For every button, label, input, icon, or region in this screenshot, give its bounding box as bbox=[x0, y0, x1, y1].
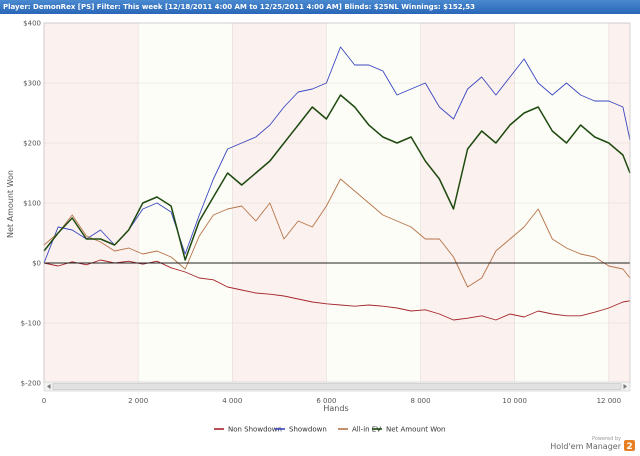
legend-label: All-in EV bbox=[352, 426, 381, 434]
y-tick-label: $0 bbox=[32, 260, 41, 268]
chart-header: Player: DemonRex [PS] Filter: This week … bbox=[0, 0, 640, 14]
scroll-right-arrow-icon[interactable] bbox=[623, 384, 628, 389]
horizontal-scrollbar[interactable] bbox=[43, 381, 631, 392]
series-line-all-in-ev bbox=[43, 178, 631, 288]
x-tick-label: 4 000 bbox=[222, 397, 242, 405]
legend: Non Showdown Showdown All-in EV Net Amount … bbox=[214, 426, 445, 434]
y-tick-label: $100 bbox=[23, 200, 41, 208]
y-tick-label: $300 bbox=[23, 80, 41, 88]
hem-logo-icon bbox=[624, 440, 635, 451]
y-tick-label: $-200 bbox=[21, 380, 41, 388]
powered-by-text: Powered by bbox=[592, 436, 621, 442]
scrollbar-thumb[interactable] bbox=[52, 383, 622, 390]
brand-name: Hold'em Manager bbox=[550, 442, 621, 451]
y-axis-title: Net Amount Won bbox=[6, 170, 15, 238]
y-tick-label: $400 bbox=[23, 20, 41, 28]
series-line-net-amount-won bbox=[43, 94, 631, 261]
x-tick-label: 0 bbox=[42, 397, 46, 405]
axes: $-200 $-100 $0 $100 $200 $300 $400 0 2 000 4 000 6… bbox=[21, 20, 631, 405]
scroll-left-arrow-icon[interactable] bbox=[47, 384, 51, 389]
x-tick-label: 12 000 bbox=[597, 397, 622, 405]
x-tick-label: 6 000 bbox=[316, 397, 336, 405]
series-line-showdown bbox=[43, 46, 631, 264]
legend-item-showdown: Showdown bbox=[275, 426, 327, 434]
hem-branding: Powered by Hold'em Manager 2 bbox=[550, 436, 635, 452]
legend-label: Net Amount Won bbox=[386, 426, 445, 434]
legend-item-all-in-ev: All-in EV bbox=[338, 426, 381, 434]
x-axis-title: Hands bbox=[323, 404, 348, 413]
x-tick-label: 8 000 bbox=[411, 397, 431, 405]
series-lines bbox=[43, 46, 631, 321]
y-tick-label: $200 bbox=[23, 140, 41, 148]
legend-label: Showdown bbox=[289, 426, 327, 434]
graph-canvas: $-200 $-100 $0 $100 $200 $300 $400 0 2 000 4 000 6… bbox=[0, 14, 640, 456]
legend-item-non-showdown: Non Showdown bbox=[214, 426, 282, 434]
hem-logo-mark: 2 bbox=[626, 442, 632, 452]
legend-item-net-amount-won: Net Amount Won bbox=[372, 426, 445, 434]
legend-label: Non Showdown bbox=[228, 426, 282, 434]
x-tick-label: 2 000 bbox=[128, 397, 148, 405]
y-tick-label: $-100 bbox=[21, 320, 41, 328]
series-line-non-showdown bbox=[43, 259, 631, 321]
x-tick-label: 10 000 bbox=[502, 397, 527, 405]
